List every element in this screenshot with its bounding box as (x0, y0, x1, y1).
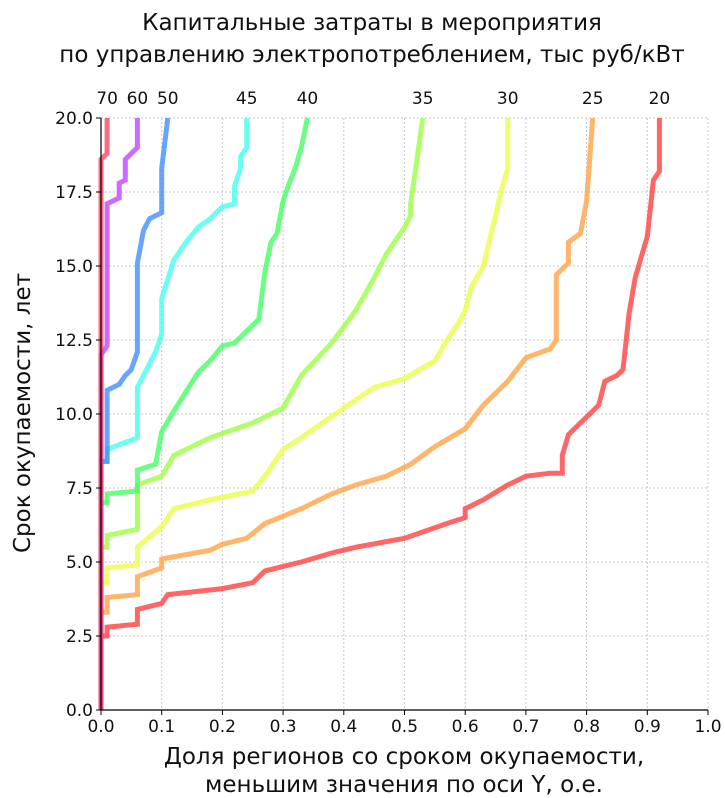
x-tick-label: 1.0 (694, 717, 721, 737)
y-tick-label: 15.0 (55, 257, 93, 277)
x-tick-labels: 0.0 0.1 0.2 0.3 0.4 0.5 0.6 0.7 0.8 0.9 1.0 (87, 717, 721, 737)
series-labels: 20 25 30 35 40 45 50 60 70 (96, 89, 670, 109)
series-label-70: 70 (96, 89, 118, 109)
chart-title-line-2: по управлению электропотреблением, тыс р… (59, 42, 684, 68)
series-label-20: 20 (649, 89, 671, 109)
y-tick-label: 20.0 (55, 109, 93, 129)
series-label-35: 35 (412, 89, 434, 109)
series-line-60 (98, 118, 140, 710)
x-axis-label-line-1: Доля регионов со сроком окупаемости, (164, 744, 644, 770)
series-line-35 (98, 117, 426, 710)
y-axis-label: Срок окупаемости, лет (10, 273, 36, 553)
x-tick-label: 0.2 (209, 717, 236, 737)
series-lines (98, 117, 662, 710)
series-label-45: 45 (236, 89, 258, 109)
series-line-20 (98, 118, 662, 710)
series-label-60: 60 (127, 89, 149, 109)
x-tick-label: 0.3 (270, 717, 297, 737)
x-tick-label: 0.5 (391, 717, 418, 737)
series-label-30: 30 (497, 89, 519, 109)
grid (101, 117, 709, 710)
x-tick-label: 0.7 (512, 717, 539, 737)
series-label-50: 50 (157, 89, 179, 109)
y-tick-labels: 0.0 2.5 5.0 7.5 10.0 12.5 15.0 17.5 20.0 (55, 109, 93, 721)
series-line-25 (98, 117, 596, 710)
x-tick-label: 0.0 (87, 717, 114, 737)
y-tick-label: 10.0 (55, 405, 93, 425)
y-tick-label: 0.0 (66, 701, 93, 721)
x-axis-label-line-2: меньшим значения по оси Y, о.е. (205, 772, 603, 798)
y-tick-label: 12.5 (55, 331, 93, 351)
chart-title-line-1: Капитальные затраты в мероприятия (142, 10, 602, 36)
y-tick-label: 7.5 (66, 479, 93, 499)
series-line-30 (98, 118, 511, 710)
y-tick-label: 2.5 (66, 627, 93, 647)
x-tick-label: 0.8 (573, 717, 600, 737)
series-line-45 (98, 118, 250, 710)
axes (96, 117, 709, 715)
x-tick-label: 0.1 (148, 717, 175, 737)
y-tick-label: 5.0 (66, 553, 93, 573)
x-tick-label: 0.6 (452, 717, 479, 737)
x-tick-label: 0.4 (330, 717, 357, 737)
series-line-40 (98, 117, 310, 710)
series-line-50 (98, 117, 171, 710)
series-label-25: 25 (582, 89, 604, 109)
y-tick-label: 17.5 (55, 183, 93, 203)
x-tick-label: 0.9 (634, 717, 661, 737)
series-label-40: 40 (297, 89, 319, 109)
